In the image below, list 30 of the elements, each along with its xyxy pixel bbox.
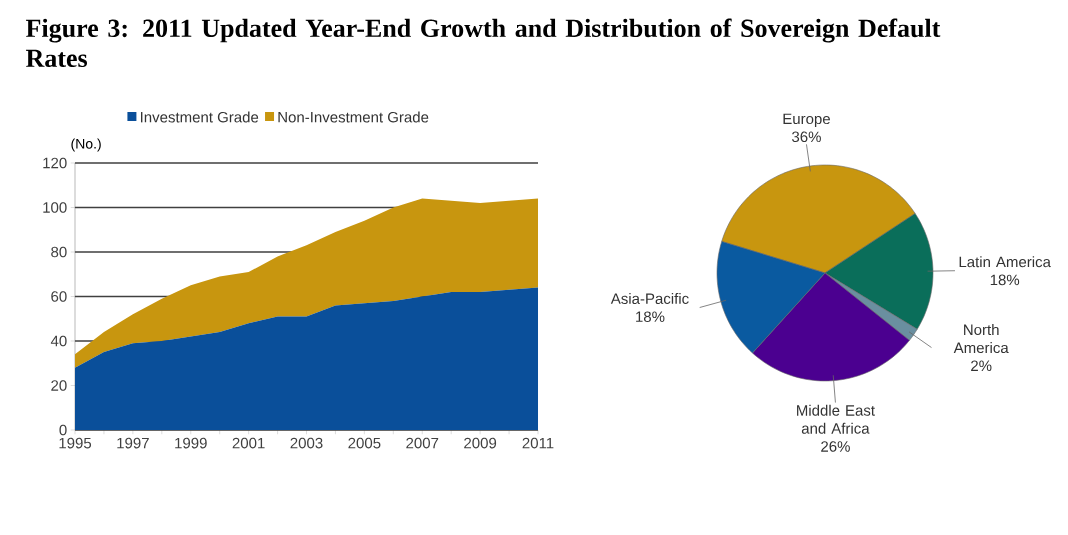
slice-label: Asia-Pacific: [610, 293, 689, 305]
data-label: 36%: [792, 131, 821, 143]
y-tick-label: 40: [50, 335, 67, 347]
x-tick-label: 2007: [406, 437, 439, 449]
slice-label: Europe: [783, 113, 830, 128]
y-tick-label: 80: [51, 246, 67, 258]
slice-label: Middle East and Africa: [797, 404, 875, 434]
chart-title: Figure 3: 2011 Updated Year-End Growth and Distribution of Sovereign Default Rates: [25, 18, 941, 68]
legend-label: Non-Investment Grade: [278, 111, 429, 123]
x-tick-label: 1997: [117, 437, 149, 449]
x-tick-label: 2001: [232, 437, 265, 449]
data-label: 2%: [971, 360, 992, 372]
x-tick-label: 2011: [522, 437, 554, 449]
y-tick-label: 20: [51, 380, 67, 391]
x-tick-label: 2003: [290, 437, 323, 449]
legend-label: North America: [953, 324, 1009, 354]
y-tick-label: 60: [51, 291, 67, 302]
y-tick-label: 120: [43, 157, 67, 169]
y-axis-title: (No.): [71, 138, 101, 152]
y-tick-label: 100: [43, 202, 67, 213]
x-tick-label: 1995: [59, 437, 92, 449]
x-tick-label: 2009: [464, 437, 497, 449]
legend-label: Investment Grade: [140, 111, 259, 123]
data-label: 18%: [636, 311, 665, 323]
data-label: 26%: [821, 441, 850, 452]
y-tick-label: 0: [59, 424, 67, 436]
slice-label: Latin America: [959, 256, 1051, 268]
data-label: 18%: [990, 274, 1020, 286]
x-tick-label: 2005: [348, 437, 381, 449]
x-tick-label: 1999: [175, 437, 207, 449]
